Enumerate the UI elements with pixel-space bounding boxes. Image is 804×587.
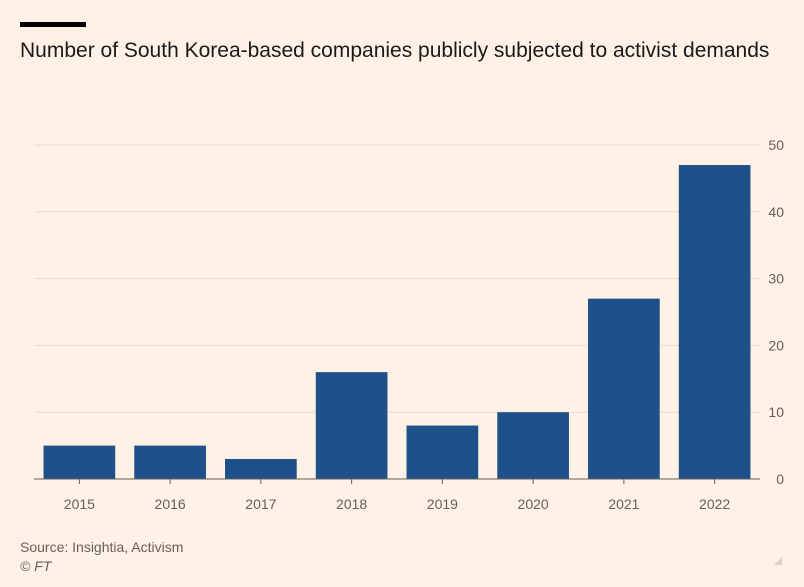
x-tick-label: 2020 [518, 496, 549, 512]
bar-2016 [134, 445, 206, 479]
copyright-note: © FT [20, 558, 52, 574]
resize-handle-icon[interactable] [774, 557, 782, 565]
bar-2015 [43, 445, 116, 479]
x-tick-label: 2018 [336, 496, 367, 512]
bar-2020 [497, 412, 569, 479]
bar-2018 [315, 372, 388, 479]
chart-title: Number of South Korea-based companies pu… [20, 39, 770, 62]
x-tick-label: 2022 [699, 496, 730, 512]
x-axis-ticks: 2015 2016 2017 2018 2019 2020 2021 2022 [64, 479, 730, 512]
y-tick-label: 10 [768, 404, 784, 420]
y-tick-label: 40 [768, 204, 784, 220]
bar-2017 [225, 458, 297, 479]
bar-2019 [406, 425, 479, 479]
y-axis-ticks: 0 10 20 30 40 50 [768, 137, 784, 487]
gridlines [34, 144, 760, 413]
x-tick-label: 2021 [608, 496, 639, 512]
x-tick-label: 2017 [245, 496, 276, 512]
title-accent-bar [20, 22, 86, 27]
x-tick-label: 2016 [155, 496, 186, 512]
y-tick-label: 0 [776, 471, 784, 487]
y-tick-label: 30 [768, 271, 784, 287]
x-tick-label: 2019 [427, 496, 458, 512]
x-tick-label: 2015 [64, 496, 95, 512]
bar-2021 [588, 298, 660, 479]
source-note: Source: Insightia, Activism [20, 539, 184, 555]
y-tick-label: 50 [768, 137, 784, 153]
y-tick-label: 20 [768, 337, 784, 353]
bar-2022 [678, 165, 751, 480]
bars [43, 165, 751, 480]
